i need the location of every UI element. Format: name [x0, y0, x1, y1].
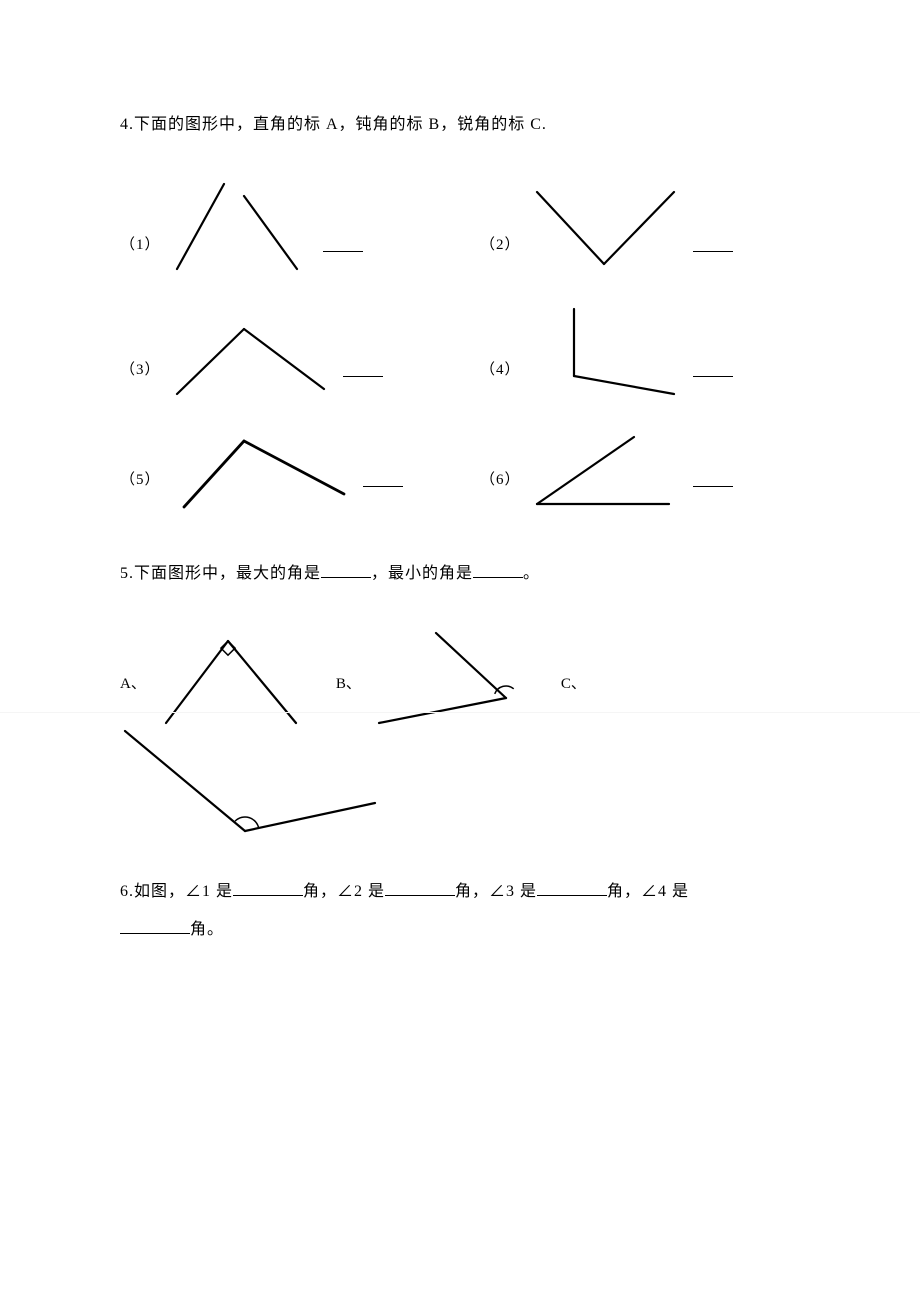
q4-blank-3[interactable] [343, 363, 383, 377]
q4-angle-2 [529, 184, 679, 274]
q4-label-6: （6） [480, 468, 521, 489]
q6-part-1: 角，∠2 是 [303, 883, 385, 900]
q6-blank-3[interactable] [537, 882, 607, 896]
q5-angle-a [156, 623, 306, 733]
q5-angle-c [120, 723, 380, 843]
q4-angle-6 [529, 429, 679, 509]
q4-item-2: （2） [480, 174, 800, 274]
q4-item-5: （5） [120, 429, 440, 509]
q4-label-4: （4） [480, 358, 521, 379]
q5-label-a: A、 [120, 672, 146, 693]
q5-blank-max[interactable] [321, 564, 371, 578]
q4-angle-4 [529, 304, 679, 399]
q4-blank-5[interactable] [363, 473, 403, 487]
q4-item-3: （3） [120, 304, 440, 399]
q4-label-5: （5） [120, 468, 161, 489]
q4-blank-2[interactable] [693, 238, 733, 252]
q4-figures-grid: （1） （2） （3） （4） （5） （6） [120, 174, 800, 509]
q5-text-suffix: 。 [523, 565, 540, 582]
q4-angle-3 [169, 319, 329, 399]
q5-figures-row: A、 B、 C、 [120, 623, 800, 733]
q6-part-0: 6.如图，∠1 是 [120, 883, 233, 900]
q5-angle-b [371, 628, 531, 733]
q6-blank-4[interactable] [120, 920, 190, 934]
q4-item-1: （1） [120, 174, 440, 274]
q5-label-b: B、 [336, 672, 361, 693]
q4-label-1: （1） [120, 233, 161, 254]
q5-label-c: C、 [561, 672, 586, 693]
q4-blank-6[interactable] [693, 473, 733, 487]
q5-text: 5.下面图形中，最大的角是 ，最小的角是 。 [120, 559, 800, 583]
q4-label-3: （3） [120, 358, 161, 379]
page-divider [0, 712, 920, 713]
q4-blank-4[interactable] [693, 363, 733, 377]
q4-item-4: （4） [480, 304, 800, 399]
q5-text-prefix: 5.下面图形中，最大的角是 [120, 565, 321, 582]
q6-blank-1[interactable] [233, 882, 303, 896]
q6-part-2: 角，∠3 是 [455, 883, 537, 900]
q4-blank-1[interactable] [323, 238, 363, 252]
q5-blank-min[interactable] [473, 564, 523, 578]
q6-text: 6.如图，∠1 是 角，∠2 是 角，∠3 是 角，∠4 是角。 [120, 873, 800, 950]
q4-label-2: （2） [480, 233, 521, 254]
q4-item-6: （6） [480, 429, 800, 509]
q4-text: 4.下面的图形中，直角的标 A，钝角的标 B，锐角的标 C. [120, 110, 800, 134]
q5-figure-c-wrap [120, 723, 800, 843]
q6-part-4: 角。 [190, 921, 224, 938]
q5-text-mid: ，最小的角是 [371, 565, 473, 582]
q4-angle-5 [169, 429, 349, 509]
q4-angle-1 [169, 174, 309, 274]
q6-part-3: 角，∠4 是 [607, 883, 689, 900]
q6-blank-2[interactable] [385, 882, 455, 896]
